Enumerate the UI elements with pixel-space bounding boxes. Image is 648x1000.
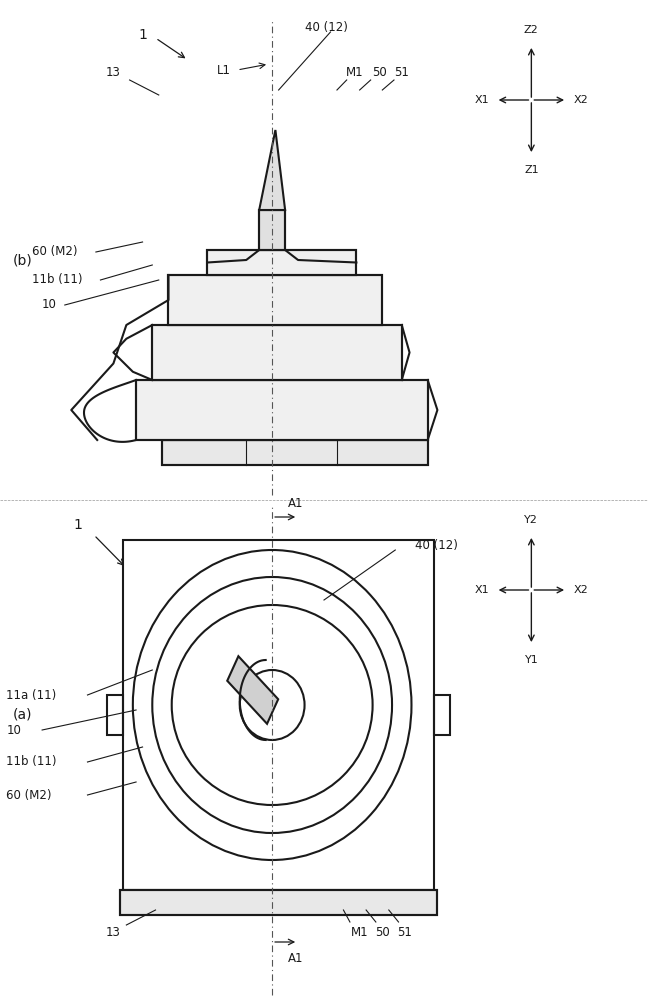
Text: 60 (M2): 60 (M2) — [32, 245, 78, 258]
Text: 40 (12): 40 (12) — [305, 21, 347, 34]
Text: L1: L1 — [216, 64, 231, 77]
Text: A1: A1 — [288, 497, 304, 510]
Text: M1: M1 — [346, 66, 364, 80]
Bar — [207, 250, 356, 275]
Text: Y2: Y2 — [524, 515, 538, 525]
Text: 11a (11): 11a (11) — [6, 688, 57, 702]
Bar — [162, 440, 428, 465]
Text: 10: 10 — [6, 724, 21, 736]
Bar — [136, 380, 428, 440]
Text: 40 (12): 40 (12) — [415, 538, 457, 552]
Text: Y1: Y1 — [524, 655, 538, 665]
Text: Z2: Z2 — [524, 25, 538, 35]
Text: M1: M1 — [351, 926, 369, 938]
Text: 51: 51 — [395, 66, 409, 80]
Bar — [136, 380, 428, 440]
Text: 60 (M2): 60 (M2) — [6, 788, 52, 802]
Text: (b): (b) — [13, 253, 32, 267]
Text: 11b (11): 11b (11) — [32, 273, 83, 286]
Text: 50: 50 — [372, 66, 386, 80]
Bar — [152, 325, 402, 380]
Bar — [107, 695, 123, 735]
Text: 11b (11): 11b (11) — [6, 756, 57, 768]
Bar — [434, 695, 450, 735]
Text: Z1: Z1 — [524, 165, 538, 175]
Bar — [168, 275, 382, 325]
Bar — [227, 656, 278, 724]
Bar — [168, 275, 382, 325]
Text: 50: 50 — [375, 926, 389, 938]
Polygon shape — [259, 130, 285, 210]
Text: 10: 10 — [42, 298, 57, 312]
Bar — [207, 250, 356, 275]
Bar — [259, 210, 285, 250]
Text: 1: 1 — [73, 518, 82, 532]
Text: 13: 13 — [106, 926, 121, 938]
Bar — [123, 540, 434, 890]
Text: 1: 1 — [138, 28, 147, 42]
Bar — [152, 325, 402, 380]
Text: X1: X1 — [474, 585, 489, 595]
Bar — [259, 210, 285, 250]
Text: (a): (a) — [13, 708, 32, 722]
Bar — [120, 890, 437, 915]
Text: X1: X1 — [474, 95, 489, 105]
Text: 13: 13 — [106, 66, 121, 80]
Text: X2: X2 — [573, 95, 588, 105]
Text: A1: A1 — [288, 952, 304, 965]
Text: X2: X2 — [573, 585, 588, 595]
Bar — [162, 440, 428, 465]
Bar — [120, 890, 437, 915]
Text: 51: 51 — [398, 926, 412, 938]
